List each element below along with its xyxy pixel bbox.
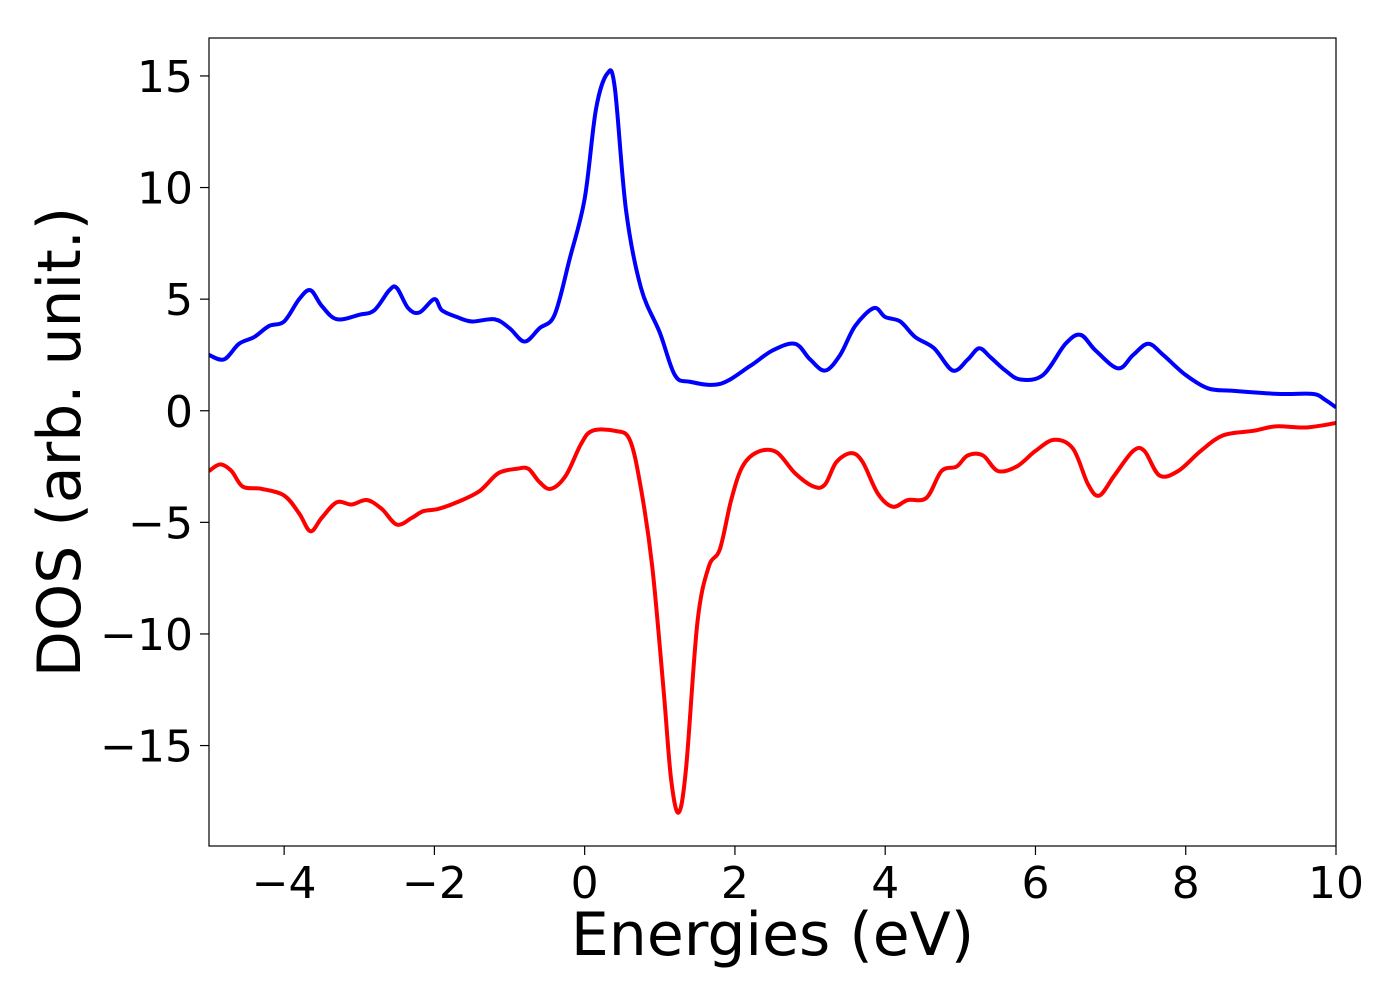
y-axis-ticks: 15 10 5 0 −5 −10 −15 <box>100 52 209 773</box>
x-tick-label: −2 <box>402 858 467 909</box>
y-tick-label: −5 <box>128 498 193 549</box>
x-tick-label: 10 <box>1308 858 1364 909</box>
x-tick-label: 8 <box>1172 858 1200 909</box>
y-tick-label: −10 <box>100 610 193 661</box>
series-line-positive <box>209 68 1336 410</box>
x-axis-label: Energies (eV) <box>571 900 974 970</box>
y-tick-label: 5 <box>165 275 193 326</box>
y-axis-label: DOS (arb. unit.) <box>25 207 95 677</box>
y-tick-label: 0 <box>165 387 193 438</box>
x-tick-label: 4 <box>871 858 899 909</box>
series-line-negative <box>209 421 1336 815</box>
series-layer <box>209 68 1336 815</box>
y-tick-label: 10 <box>137 164 193 215</box>
x-tick-label: 0 <box>571 858 599 909</box>
x-axis-ticks: −4 −2 0 2 4 6 8 10 <box>252 846 1364 909</box>
x-tick-label: 2 <box>721 858 749 909</box>
y-tick-label: 15 <box>137 52 193 103</box>
plot-frame <box>208 37 1337 847</box>
x-tick-label: −4 <box>252 858 317 909</box>
y-tick-label: −15 <box>100 722 193 773</box>
x-tick-label: 6 <box>1021 858 1049 909</box>
